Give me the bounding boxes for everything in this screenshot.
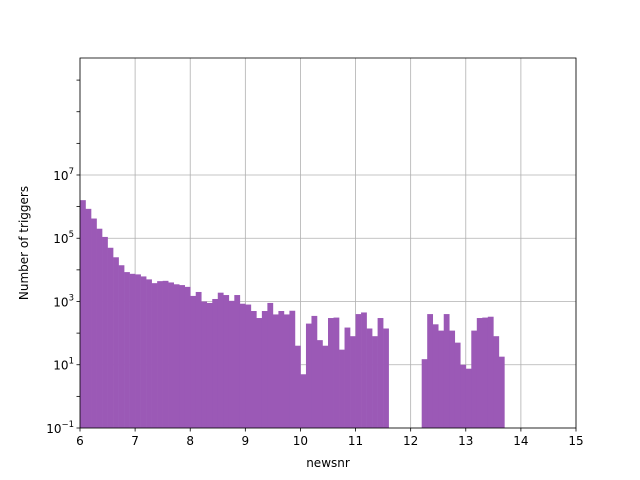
histogram-bar (361, 312, 367, 428)
histogram-bar (261, 311, 268, 428)
histogram-bar (256, 318, 263, 428)
x-tick-label: 13 (458, 434, 473, 448)
histogram-bar (239, 303, 246, 428)
histogram-bar (96, 228, 103, 428)
histogram-bar (234, 295, 241, 428)
histogram-bar (449, 330, 456, 428)
histogram-bar (465, 368, 472, 428)
histogram-bar (102, 236, 108, 428)
histogram-bar (322, 345, 329, 428)
y-tick-label: 105 (53, 230, 74, 246)
histogram-bar (432, 324, 439, 428)
histogram-bar (162, 280, 169, 428)
histogram-bar (245, 304, 252, 428)
histogram-bar (151, 283, 158, 428)
histogram-bar (228, 300, 235, 428)
histogram-bar (454, 342, 461, 428)
histogram-bar (316, 340, 323, 428)
histogram-bar (80, 200, 86, 428)
histogram-bar (355, 314, 362, 428)
x-axis-ticks: 6 7 8 9 10 11 12 13 14 15 (76, 428, 584, 448)
y-tick-label: 103 (53, 293, 74, 309)
y-tick-label: 101 (53, 357, 74, 373)
histogram-bar (146, 279, 152, 428)
histogram-bar (190, 295, 197, 428)
histogram-bar (124, 272, 130, 428)
histogram-bar (350, 336, 356, 428)
histogram-bar (212, 298, 219, 428)
histogram-bar (157, 281, 163, 428)
x-tick-label: 12 (403, 434, 418, 448)
histogram-bar (223, 295, 230, 428)
x-tick-label: 8 (186, 434, 194, 448)
histogram-bar (250, 311, 257, 428)
plot-frame (79, 57, 577, 429)
histogram-bars (80, 200, 505, 428)
histogram-bar (278, 311, 285, 428)
histogram-bar (113, 257, 119, 428)
x-tick-label: 15 (568, 434, 583, 448)
histogram-bar (195, 291, 202, 428)
histogram-bar (471, 330, 478, 428)
x-tick-label: 10 (293, 434, 308, 448)
histogram-bar (427, 314, 434, 428)
histogram-bar (344, 327, 351, 428)
histogram-bar (498, 356, 505, 428)
y-tick-label: 10−1 (46, 420, 74, 436)
histogram-bar (333, 317, 340, 428)
y-axis-label: Number of triggers (17, 186, 31, 300)
x-tick-label: 6 (76, 434, 84, 448)
histogram-bar (383, 328, 389, 428)
histogram-bar (267, 302, 274, 428)
histogram-bar (129, 273, 136, 428)
histogram-bar (283, 314, 290, 428)
histogram-bar (438, 330, 445, 428)
histogram-bar (107, 247, 114, 428)
histogram-bar (305, 323, 312, 428)
y-tick-label: 107 (53, 167, 74, 183)
histogram-bar (366, 328, 373, 428)
x-tick-label: 11 (348, 434, 363, 448)
histogram-bar (421, 359, 428, 428)
histogram-bar (85, 208, 92, 428)
x-tick-label: 9 (242, 434, 250, 448)
histogram-bar (135, 274, 141, 428)
histogram-bar (173, 284, 180, 428)
histogram-bar (328, 318, 334, 428)
histogram-bar (140, 276, 147, 428)
histogram-bar (184, 286, 191, 428)
histogram-bar (377, 318, 384, 428)
histogram-bar (339, 349, 345, 428)
histogram-bar (300, 374, 307, 428)
x-tick-label: 7 (131, 434, 139, 448)
histogram-bar (311, 315, 318, 428)
histogram-bar (294, 345, 301, 428)
histogram-bar (372, 336, 378, 428)
histogram-bar (91, 218, 97, 428)
histogram-bar (206, 302, 213, 428)
histogram-bar (289, 310, 296, 428)
histogram-bar (487, 316, 494, 428)
histogram-bar (217, 292, 224, 428)
histogram-bar (272, 314, 279, 428)
x-tick-label: 14 (513, 434, 528, 448)
histogram-bar (118, 265, 125, 428)
y-axis-ticks: 10−1 101 103 105 107 (46, 79, 80, 436)
histogram-bar (168, 282, 174, 428)
histogram-bar (476, 318, 483, 428)
histogram-bar (201, 301, 208, 428)
x-axis-label: newsnr (306, 456, 350, 470)
histogram-bar (179, 285, 186, 428)
histogram-bar (443, 314, 450, 428)
histogram-bar (493, 336, 500, 428)
histogram-bar (460, 364, 467, 428)
histogram-bar (482, 317, 489, 428)
